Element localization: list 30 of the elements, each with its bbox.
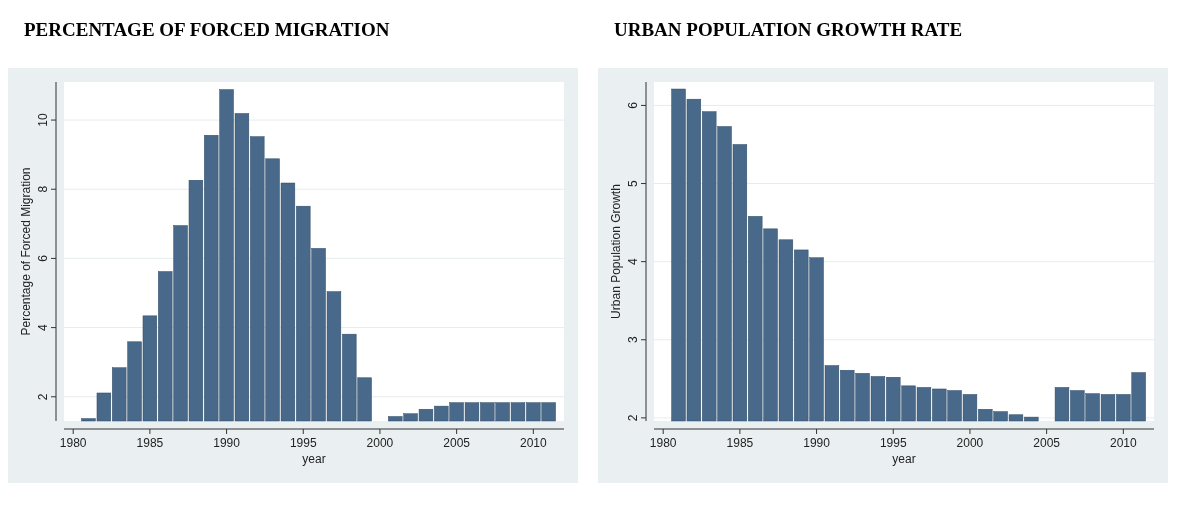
y-tick-label: 2 (36, 393, 50, 401)
x-axis-title: year (892, 452, 916, 466)
chart-title: PERCENTAGE OF FORCED MIGRATION (24, 19, 390, 40)
y-tick-label: 2 (626, 414, 640, 422)
x-tick-label: 2010 (1109, 436, 1137, 450)
y-axis-title: Percentage of Forced Migration (19, 167, 33, 336)
x-tick-label: 2000 (366, 436, 394, 450)
y-tick-label: 6 (626, 101, 640, 109)
x-tick-label: 2005 (443, 436, 471, 450)
chart-title: URBAN POPULATION GROWTH RATE (614, 19, 963, 40)
x-tick-label: 1980 (649, 436, 677, 450)
x-tick-label: 2010 (519, 436, 547, 450)
y-tick-label: 10 (36, 113, 50, 127)
x-tick-label: 1980 (59, 436, 87, 450)
x-tick-label: 1995 (879, 436, 907, 450)
x-tick-label: 2005 (1033, 436, 1061, 450)
y-tick-label: 4 (36, 323, 50, 331)
x-tick-label: 1990 (213, 436, 241, 450)
x-tick-label: 1990 (803, 436, 831, 450)
y-tick-label: 4 (626, 258, 640, 265)
x-tick-label: 1995 (289, 436, 317, 450)
y-tick-label: 3 (626, 336, 640, 344)
y-tick-label: 6 (36, 254, 50, 262)
y-tick-label: 5 (626, 179, 640, 187)
y-axis-title: Urban Population Growth (609, 184, 623, 319)
x-axis-title: year (302, 452, 326, 466)
y-tick-label: 8 (36, 185, 50, 193)
x-tick-label: 1985 (726, 436, 754, 450)
x-tick-label: 1985 (136, 436, 164, 450)
x-tick-label: 2000 (956, 436, 984, 450)
